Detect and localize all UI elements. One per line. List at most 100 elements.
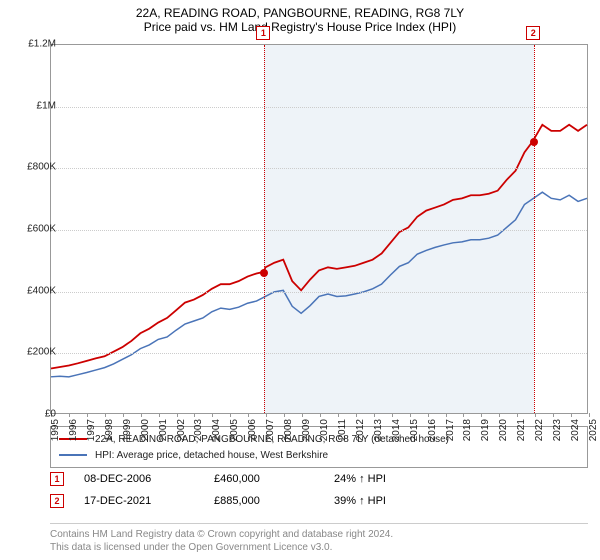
x-axis-label: 2017: [445, 419, 456, 459]
x-axis-label: 2010: [319, 419, 330, 459]
x-tick: [463, 413, 464, 417]
events-table: 1 08-DEC-2006 £460,000 24% ↑ HPI 2 17-DE…: [50, 468, 588, 512]
x-axis-label: 2024: [570, 419, 581, 459]
x-axis-label: 2025: [588, 419, 599, 459]
y-axis-label: £800K: [27, 162, 56, 173]
marker-dot-1: [260, 269, 268, 277]
event-price-1: £460,000: [214, 473, 334, 485]
event-pct-2: 39% ↑ HPI: [334, 495, 454, 507]
x-tick: [159, 413, 160, 417]
event-row-1: 1 08-DEC-2006 £460,000 24% ↑ HPI: [50, 468, 588, 490]
x-axis-label: 1998: [104, 419, 115, 459]
x-tick: [320, 413, 321, 417]
x-axis-label: 2012: [355, 419, 366, 459]
y-axis-label: £600K: [27, 224, 56, 235]
x-tick: [177, 413, 178, 417]
x-tick: [374, 413, 375, 417]
y-axis-label: £1.2M: [28, 39, 56, 50]
marker-line-1: [264, 45, 265, 413]
x-axis-label: 1995: [50, 419, 61, 459]
x-tick: [194, 413, 195, 417]
footer-line-1: Contains HM Land Registry data © Crown c…: [50, 528, 588, 541]
x-tick: [392, 413, 393, 417]
x-tick: [410, 413, 411, 417]
x-tick: [589, 413, 590, 417]
plot-area: [50, 44, 588, 414]
x-axis-label: 2015: [409, 419, 420, 459]
y-gridline: [51, 168, 587, 169]
y-axis-label: £1M: [37, 100, 56, 111]
x-axis-label: 2009: [301, 419, 312, 459]
footer-line-2: This data is licensed under the Open Gov…: [50, 541, 588, 554]
x-axis-label: 2007: [265, 419, 276, 459]
x-axis-label: 2004: [211, 419, 222, 459]
y-axis-label: £0: [45, 409, 56, 420]
x-tick: [571, 413, 572, 417]
x-axis-label: 2002: [176, 419, 187, 459]
event-marker-1: 1: [50, 472, 64, 486]
x-tick: [230, 413, 231, 417]
chart-subtitle: Price paid vs. HM Land Registry's House …: [0, 20, 600, 34]
event-price-2: £885,000: [214, 495, 334, 507]
x-axis-label: 2021: [516, 419, 527, 459]
x-tick: [87, 413, 88, 417]
x-axis-label: 2005: [229, 419, 240, 459]
x-axis-label: 2020: [498, 419, 509, 459]
event-row-2: 2 17-DEC-2021 £885,000 39% ↑ HPI: [50, 490, 588, 512]
series-line-price-paid: [51, 125, 587, 369]
x-axis-label: 1996: [68, 419, 79, 459]
x-tick: [428, 413, 429, 417]
y-gridline: [51, 107, 587, 108]
marker-line-2: [534, 45, 535, 413]
y-gridline: [51, 292, 587, 293]
event-date-2: 17-DEC-2021: [84, 495, 214, 507]
x-tick: [284, 413, 285, 417]
marker-box-2: 2: [526, 26, 540, 40]
x-axis-label: 2003: [193, 419, 204, 459]
x-axis-label: 2022: [534, 419, 545, 459]
event-date-1: 08-DEC-2006: [84, 473, 214, 485]
x-tick: [517, 413, 518, 417]
marker-box-1: 1: [256, 26, 270, 40]
x-tick: [446, 413, 447, 417]
x-axis-label: 2016: [427, 419, 438, 459]
x-axis-label: 2008: [283, 419, 294, 459]
x-axis-label: 1997: [86, 419, 97, 459]
x-axis-label: 2006: [247, 419, 258, 459]
x-axis-label: 1999: [122, 419, 133, 459]
x-tick: [553, 413, 554, 417]
y-gridline: [51, 230, 587, 231]
x-tick: [481, 413, 482, 417]
chart-title: 22A, READING ROAD, PANGBOURNE, READING, …: [0, 6, 600, 20]
x-tick: [302, 413, 303, 417]
series-line-hpi: [51, 192, 587, 377]
chart-lines: [51, 45, 587, 413]
x-tick: [356, 413, 357, 417]
footer-attribution: Contains HM Land Registry data © Crown c…: [50, 523, 588, 554]
x-tick: [141, 413, 142, 417]
x-tick: [266, 413, 267, 417]
x-tick: [123, 413, 124, 417]
y-gridline: [51, 353, 587, 354]
chart-container: 22A, READING ROAD, PANGBOURNE, READING, …: [0, 0, 600, 560]
y-axis-label: £200K: [27, 347, 56, 358]
x-tick: [535, 413, 536, 417]
x-axis-label: 2018: [462, 419, 473, 459]
x-tick: [69, 413, 70, 417]
x-axis-label: 2001: [158, 419, 169, 459]
x-tick: [248, 413, 249, 417]
event-marker-2: 2: [50, 494, 64, 508]
x-tick: [105, 413, 106, 417]
event-pct-1: 24% ↑ HPI: [334, 473, 454, 485]
y-axis-label: £400K: [27, 285, 56, 296]
marker-dot-2: [530, 138, 538, 146]
x-axis-label: 2014: [391, 419, 402, 459]
x-tick: [212, 413, 213, 417]
x-tick: [338, 413, 339, 417]
x-axis-label: 2013: [373, 419, 384, 459]
x-axis-label: 2019: [480, 419, 491, 459]
title-block: 22A, READING ROAD, PANGBOURNE, READING, …: [0, 0, 600, 34]
x-axis-label: 2023: [552, 419, 563, 459]
x-axis-label: 2011: [337, 419, 348, 459]
x-axis-label: 2000: [140, 419, 151, 459]
